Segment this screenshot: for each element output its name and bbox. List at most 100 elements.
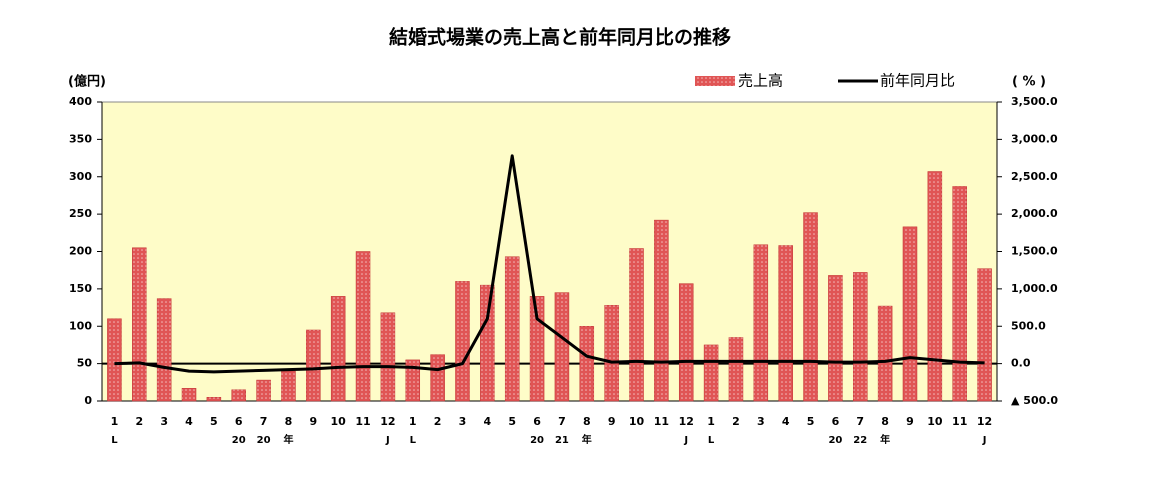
y-tick-label: 0 — [84, 394, 92, 407]
x-tick-label: 2 — [732, 415, 740, 428]
x-tick-label: 3 — [160, 415, 168, 428]
bar-texture — [828, 275, 843, 401]
bar-texture — [132, 247, 147, 401]
legend-label: 前年同月比 — [880, 72, 955, 90]
bar-texture — [654, 220, 669, 401]
x-tick-label: 8 — [881, 415, 889, 428]
y-tick-label: 350 — [69, 132, 92, 145]
x-tick-label: 2 — [135, 415, 143, 428]
bar-texture — [182, 388, 197, 401]
bar-texture — [704, 344, 719, 401]
bar-texture — [604, 305, 619, 401]
x-tick-label: 7 — [856, 415, 864, 428]
x-tick-label: 2 — [434, 415, 442, 428]
x-tick-label: 5 — [508, 415, 516, 428]
x-tick-label: 4 — [782, 415, 790, 428]
x-tick-label: 6 — [832, 415, 840, 428]
bar-texture — [579, 326, 594, 401]
x-tick-label: 6 — [533, 415, 541, 428]
bar-texture — [679, 283, 694, 401]
bar-texture — [356, 251, 371, 401]
legend-label: 売上高 — [738, 72, 783, 90]
y-tick-label: 150 — [69, 282, 92, 295]
x-sublabel: J — [982, 435, 987, 446]
y2-tick-label: 3,000.0 — [1011, 132, 1058, 145]
bar-texture — [629, 248, 644, 401]
bar-texture — [554, 292, 569, 401]
x-tick-label: 12 — [679, 415, 694, 428]
x-tick-label: 10 — [629, 415, 645, 428]
legend-swatch-texture — [695, 76, 735, 86]
x-tick-label: 5 — [807, 415, 815, 428]
x-sublabel: 年 — [582, 433, 592, 446]
y2-tick-label: 500.0 — [1011, 319, 1046, 332]
bar-texture — [902, 226, 917, 401]
x-sublabel: J — [683, 435, 688, 446]
x-sublabel: L — [410, 435, 417, 446]
x-tick-label: 3 — [459, 415, 467, 428]
y-tick-label: 50 — [77, 357, 93, 370]
bar-texture — [256, 380, 271, 401]
y-tick-label: 200 — [69, 245, 92, 258]
y-tick-label: 400 — [69, 95, 92, 108]
bar-texture — [405, 359, 420, 401]
x-tick-label: 7 — [558, 415, 566, 428]
bar-texture — [977, 268, 992, 401]
y-tick-label: 250 — [69, 207, 92, 220]
x-sublabel: J — [385, 435, 390, 446]
bar-texture — [281, 371, 296, 401]
x-tick-label: 12 — [977, 415, 992, 428]
bar-texture — [331, 296, 346, 401]
bar-texture — [952, 186, 967, 401]
x-tick-label: 7 — [260, 415, 268, 428]
x-sublabel: 20 — [828, 435, 842, 446]
bar-texture — [380, 312, 395, 401]
x-tick-label: 5 — [210, 415, 218, 428]
x-tick-label: 11 — [952, 415, 967, 428]
bar-texture — [107, 318, 122, 401]
x-tick-label: 10 — [927, 415, 943, 428]
x-sublabel: 21 — [555, 435, 569, 446]
bar-texture — [206, 397, 221, 401]
bar-texture — [753, 244, 768, 401]
x-tick-label: 8 — [285, 415, 293, 428]
x-tick-label: 9 — [608, 415, 616, 428]
x-tick-label: 4 — [484, 415, 492, 428]
y-tick-label: 100 — [69, 319, 92, 332]
bar-texture — [927, 171, 942, 401]
y2-tick-label: ▲ 500.0 — [1011, 394, 1058, 407]
x-tick-label: 8 — [583, 415, 591, 428]
bar-texture — [306, 329, 321, 401]
x-tick-label: 1 — [707, 415, 715, 428]
chart-title: 結婚式場業の売上高と前年同月比の推移 — [389, 26, 731, 49]
x-tick-label: 1 — [111, 415, 119, 428]
bar-texture — [480, 285, 495, 401]
x-sublabel: L — [111, 435, 118, 446]
x-sublabel: 20 — [232, 435, 246, 446]
x-tick-label: 9 — [906, 415, 914, 428]
y-axis-label: (億円) — [68, 74, 106, 90]
bar-texture — [455, 281, 470, 401]
bar-texture — [505, 256, 520, 401]
x-tick-label: 3 — [757, 415, 765, 428]
x-tick-label: 12 — [380, 415, 395, 428]
y-tick-label: 300 — [69, 170, 92, 183]
y2-tick-label: 3,500.0 — [1011, 95, 1058, 108]
bar-texture — [803, 212, 818, 401]
bar-texture — [157, 298, 172, 401]
x-tick-label: 10 — [331, 415, 347, 428]
x-tick-label: 11 — [654, 415, 669, 428]
y2-axis-label: ( % ) — [1012, 75, 1046, 90]
y2-tick-label: 1,500.0 — [1011, 245, 1058, 258]
x-sublabel: 22 — [853, 435, 867, 446]
bar-texture — [778, 245, 793, 401]
x-tick-label: 1 — [409, 415, 417, 428]
bar-texture — [430, 354, 445, 401]
y2-tick-label: 2,500.0 — [1011, 170, 1058, 183]
y2-tick-label: 2,000.0 — [1011, 207, 1058, 220]
bar-texture — [878, 306, 893, 401]
x-sublabel: 年 — [283, 433, 293, 446]
x-sublabel: 20 — [257, 435, 271, 446]
x-sublabel: 20 — [530, 435, 544, 446]
